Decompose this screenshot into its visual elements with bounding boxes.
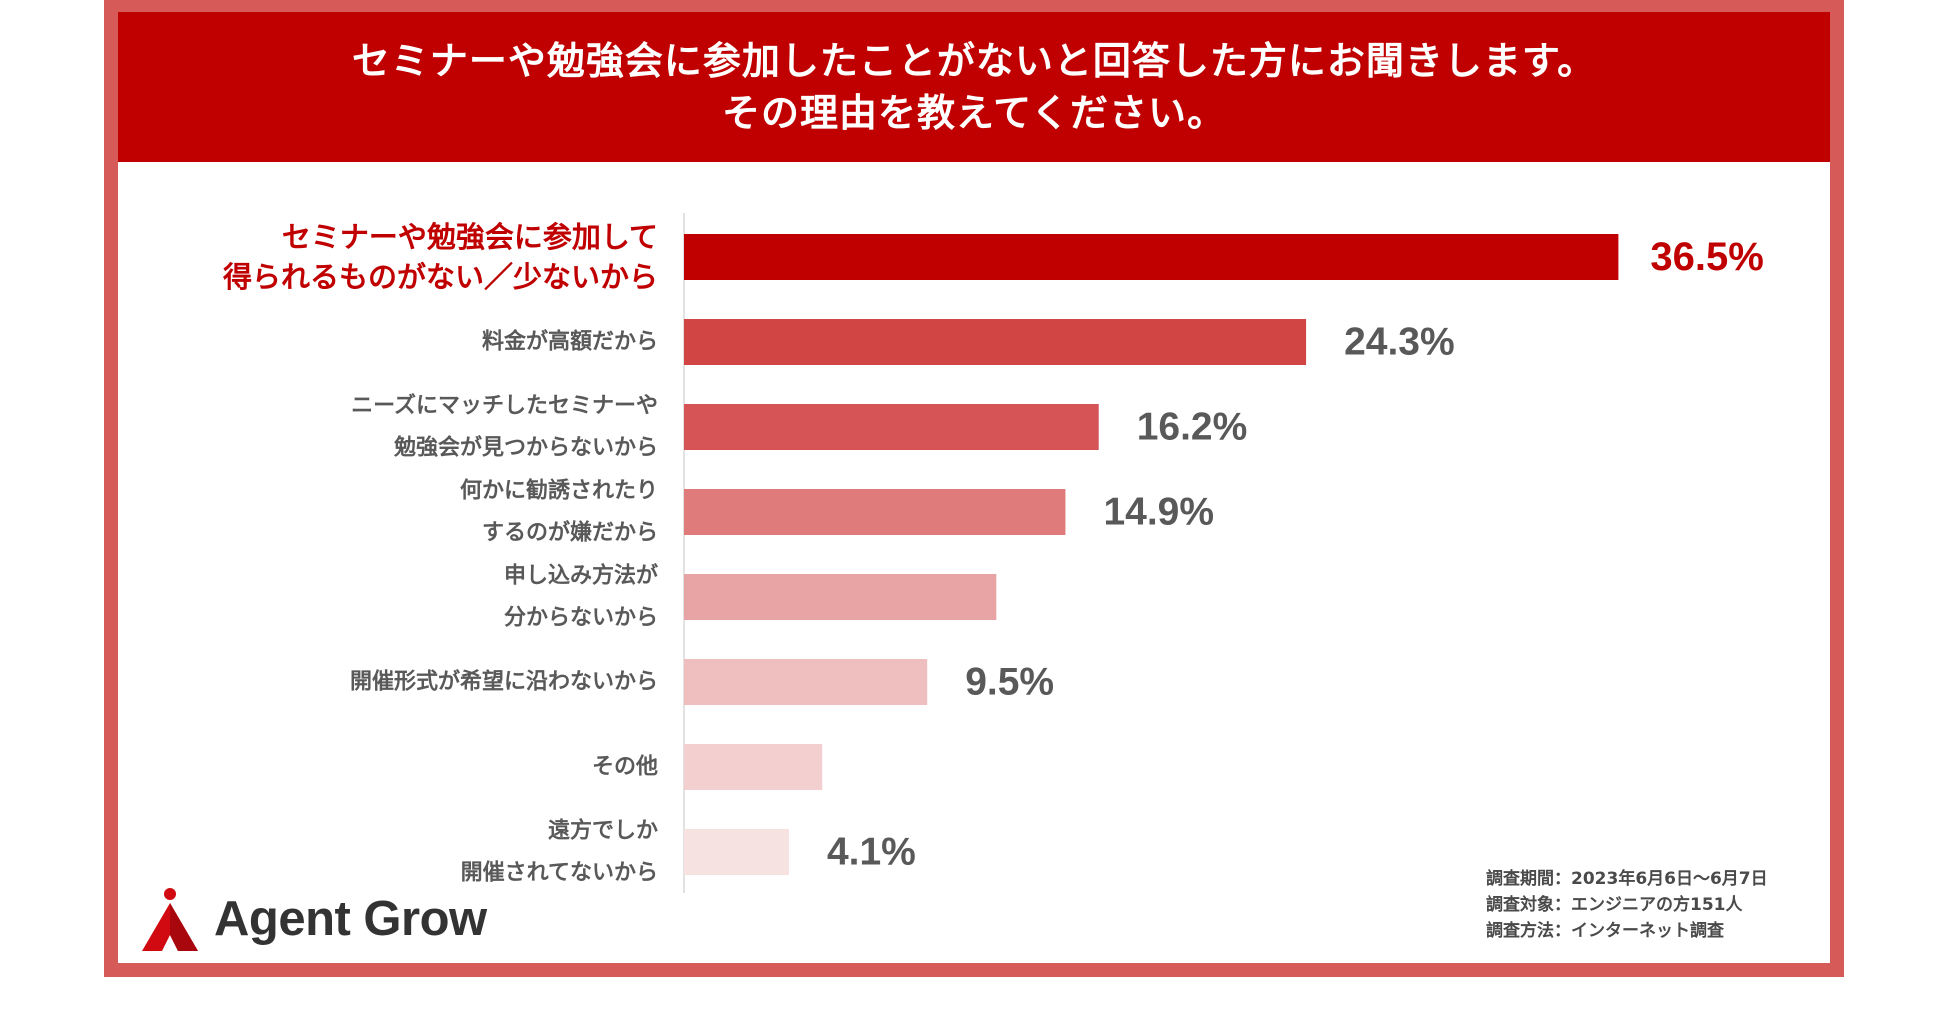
category-label-5-line-1: 申し込み方法が [504,563,658,589]
agent-grow-logo-icon [142,888,198,951]
agent-grow-logo: Agent Grow [140,885,560,955]
data-label-3: 16.2% [1137,406,1248,449]
category-label-3-line-1: ニーズにマッチしたセミナーや [351,393,658,419]
chart-title-banner: セミナーや勉強会に参加したことがないと回答した方にお聞きします。 その理由を教え… [118,12,1830,162]
category-label-7: その他 [592,755,658,780]
category-label-8-line-1: 遠方でしか [548,818,658,844]
data-label-8: 4.1% [827,831,916,874]
survey-target: 調査対象：エンジニアの方151人 [1486,895,1743,915]
bar-5 [684,574,997,620]
survey-period: 調査期間：2023年6月6日～6月7日 [1486,869,1768,889]
bar-6 [684,659,928,705]
data-label-2: 24.3% [1344,321,1455,364]
category-label-6: 開催形式が希望に沿わないから [350,669,658,695]
bar-3 [684,404,1099,450]
chart-frame: セミナーや勉強会に参加したことがないと回答した方にお聞きします。 その理由を教え… [104,0,1844,977]
bar-8 [684,829,789,875]
logo-text: Agent Grow [214,892,487,946]
survey-method: 調査方法：インターネット調査 [1486,921,1724,941]
data-label-1: 36.5% [1650,235,1763,279]
bar-1 [684,234,1619,280]
data-label-4: 14.9% [1103,491,1214,534]
category-label-4-line-1: 何かに勧誘されたり [460,478,658,504]
bar-4 [684,489,1066,535]
category-label-1-line-1: セミナーや勉強会に参加して [282,220,658,254]
category-label-2: 料金が高額だから [482,329,658,355]
category-label-3-line-2: 勉強会が見つからないから [393,435,658,461]
survey-info: 調査期間：2023年6月6日～6月7日 調査対象：エンジニアの方151人 調査方… [1486,866,1846,944]
bar-7 [684,744,823,790]
bar-2 [684,319,1307,365]
chart-title-line-2: その理由を教えてください。 [722,91,1226,135]
category-label-5-line-2: 分からないから [504,606,658,631]
category-label-8-line-2: 開催されてないから [461,861,658,886]
data-label-6: 9.5% [965,661,1054,704]
chart-title-line-1: セミナーや勉強会に参加したことがないと回答した方にお聞きします。 [351,39,1597,83]
category-label-4-line-2: するのが嫌だから [482,520,658,546]
chart-panel: セミナーや勉強会に参加したことがないと回答した方にお聞きします。 その理由を教え… [118,12,1830,963]
category-label-1-line-2: 得られるものがない／少ないから [222,260,658,294]
